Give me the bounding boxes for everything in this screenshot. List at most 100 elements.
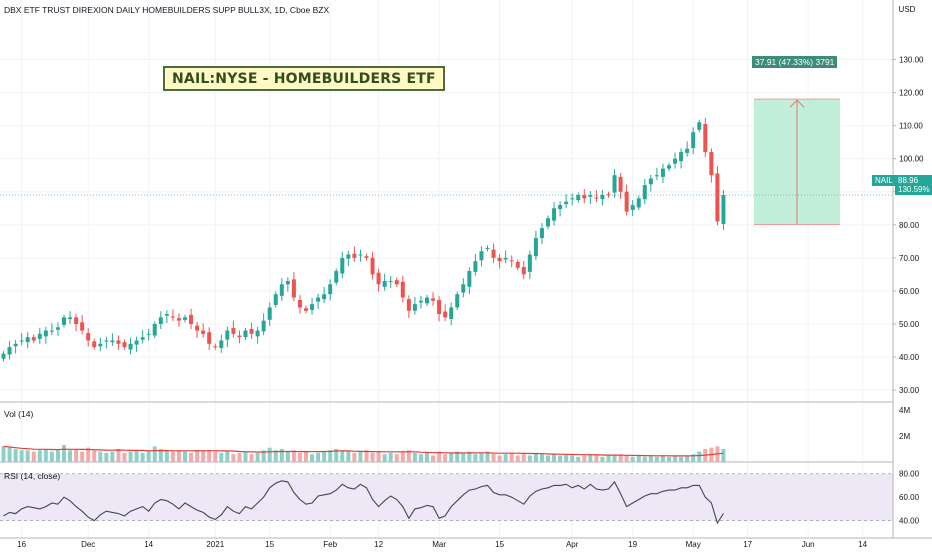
volume-bar	[237, 452, 242, 462]
candle-body	[679, 152, 684, 162]
volume-bar	[176, 450, 181, 462]
volume-bar	[225, 451, 230, 462]
volume-bar	[648, 455, 653, 462]
volume-bar	[388, 452, 393, 462]
candle-body	[624, 191, 629, 212]
volume-bar	[261, 450, 266, 462]
volume-bar	[431, 455, 436, 462]
candle-body	[13, 343, 18, 347]
candle-body	[1, 353, 6, 359]
volume-bar	[128, 451, 133, 462]
volume-bar	[612, 455, 617, 462]
candle-body	[140, 337, 145, 340]
candle-body	[642, 185, 647, 200]
price-tick-label: 100.00	[899, 155, 924, 164]
volume-bar	[576, 456, 581, 462]
volume-bar	[600, 456, 605, 462]
volume-bar	[485, 451, 490, 462]
candle-body	[437, 300, 442, 315]
volume-bar	[189, 452, 194, 462]
candle-body	[539, 228, 544, 239]
volume-bar	[467, 451, 472, 462]
candle-body	[503, 257, 508, 260]
volume-bar	[691, 454, 696, 462]
candle-body	[697, 122, 702, 130]
candle-body	[255, 330, 260, 337]
candle-body	[328, 284, 333, 295]
volume-bar	[624, 455, 629, 462]
volume-bar	[316, 452, 321, 462]
volume-bar	[509, 452, 514, 462]
candle-body	[546, 218, 550, 227]
candle-body	[285, 280, 290, 285]
volume-bar	[86, 447, 91, 462]
time-tick-label: 12	[374, 540, 383, 549]
candle-body	[207, 332, 212, 344]
candle-body	[68, 317, 73, 320]
candle-body	[201, 330, 206, 334]
candle-body	[43, 330, 48, 337]
candle-body	[394, 280, 399, 285]
currency-label: USD	[899, 5, 916, 14]
candle-body	[170, 316, 175, 318]
volume-bar	[479, 452, 484, 462]
candle-body	[152, 323, 157, 336]
volume-bar	[539, 454, 544, 462]
candle-body	[134, 340, 139, 345]
candle-body	[310, 304, 315, 310]
volume-bar	[31, 451, 36, 462]
volume-bar	[7, 447, 12, 462]
volume-bar	[473, 454, 478, 462]
candle-body	[116, 340, 121, 344]
volume-bar	[92, 450, 97, 462]
candle-body	[225, 330, 230, 340]
price-tick-label: 50.00	[899, 320, 920, 329]
volume-bar	[219, 452, 224, 462]
candle-body	[564, 201, 569, 205]
chart-annotation-label[interactable]: NAIL:NYSE - HOMEBUILDERS ETF	[163, 66, 445, 91]
candle-body	[346, 254, 351, 259]
candle-body	[261, 320, 266, 332]
volume-bar	[618, 454, 623, 462]
time-tick-label: Mar	[432, 540, 446, 549]
volume-bar	[152, 446, 157, 462]
candle-body	[388, 280, 393, 282]
volume-bar	[570, 455, 575, 462]
volume-bar	[146, 451, 151, 462]
time-tick-label: Dec	[81, 540, 95, 549]
volume-bar	[334, 448, 339, 462]
volume-bar	[310, 454, 315, 462]
volume-bar	[425, 452, 429, 462]
candle-body	[558, 204, 563, 210]
volume-bar	[679, 456, 684, 462]
candle-body	[37, 333, 42, 339]
candle-body	[660, 168, 665, 177]
candle-body	[55, 327, 60, 330]
rsi-line	[3, 480, 724, 525]
symbol-tag: NAIL	[872, 175, 896, 186]
candle-body	[570, 198, 575, 200]
candle-body	[98, 343, 103, 347]
measure-label[interactable]: 37.91 (47.33%) 3791	[752, 56, 838, 68]
candle-body	[618, 176, 623, 192]
candle-body	[431, 298, 436, 301]
volume-bar	[104, 452, 109, 462]
candle-body	[552, 208, 557, 221]
candle-body	[322, 294, 327, 300]
volume-bar	[558, 455, 563, 462]
time-tick-label: Apr	[566, 540, 579, 549]
time-tick-label: 15	[265, 540, 274, 549]
volume-bar	[418, 454, 423, 462]
candle-body	[600, 195, 605, 200]
candle-body	[612, 175, 617, 193]
candle-body	[721, 195, 726, 224]
volume-ma-line	[3, 445, 724, 457]
candle-body	[467, 271, 472, 287]
time-tick-label: May	[686, 540, 701, 549]
price-tick-label: 70.00	[899, 254, 920, 263]
candle-body	[7, 347, 12, 355]
candle-body	[715, 173, 720, 222]
volume-bar	[249, 454, 254, 462]
